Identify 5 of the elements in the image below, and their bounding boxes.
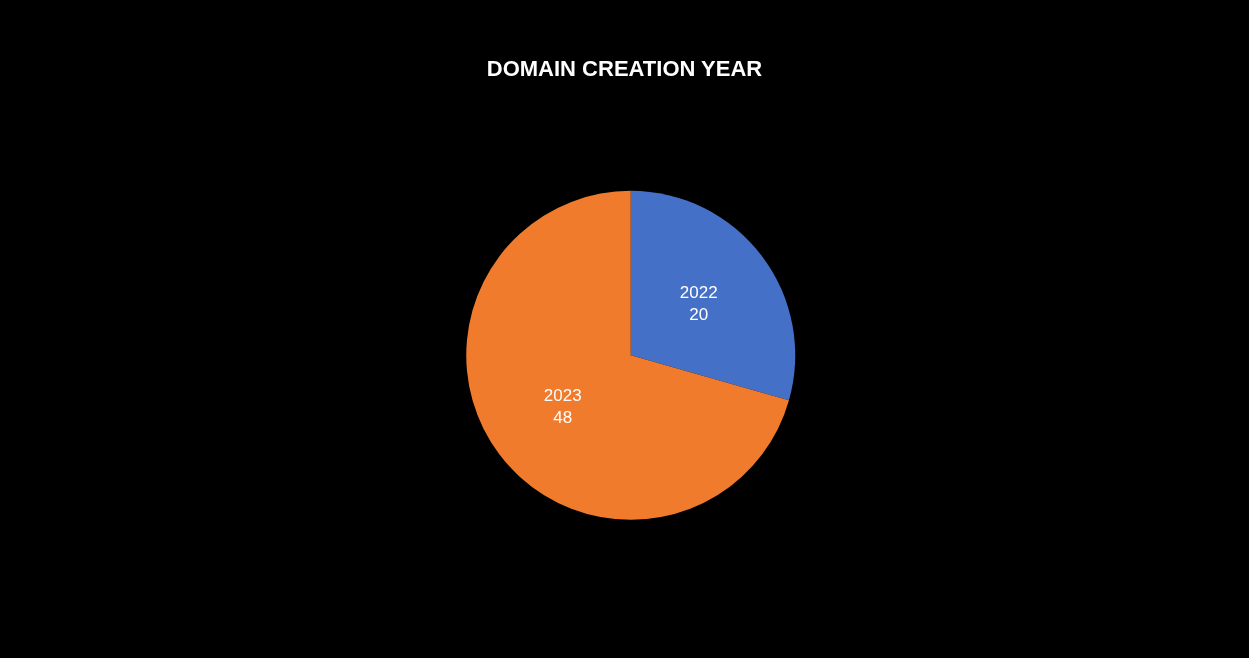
chart-title: DOMAIN CREATION YEAR	[486, 55, 763, 81]
slice-label: 2022	[679, 283, 718, 303]
slice-label: 2023	[543, 386, 582, 406]
data-label: 20	[689, 305, 709, 325]
data-label: 48	[553, 408, 573, 428]
